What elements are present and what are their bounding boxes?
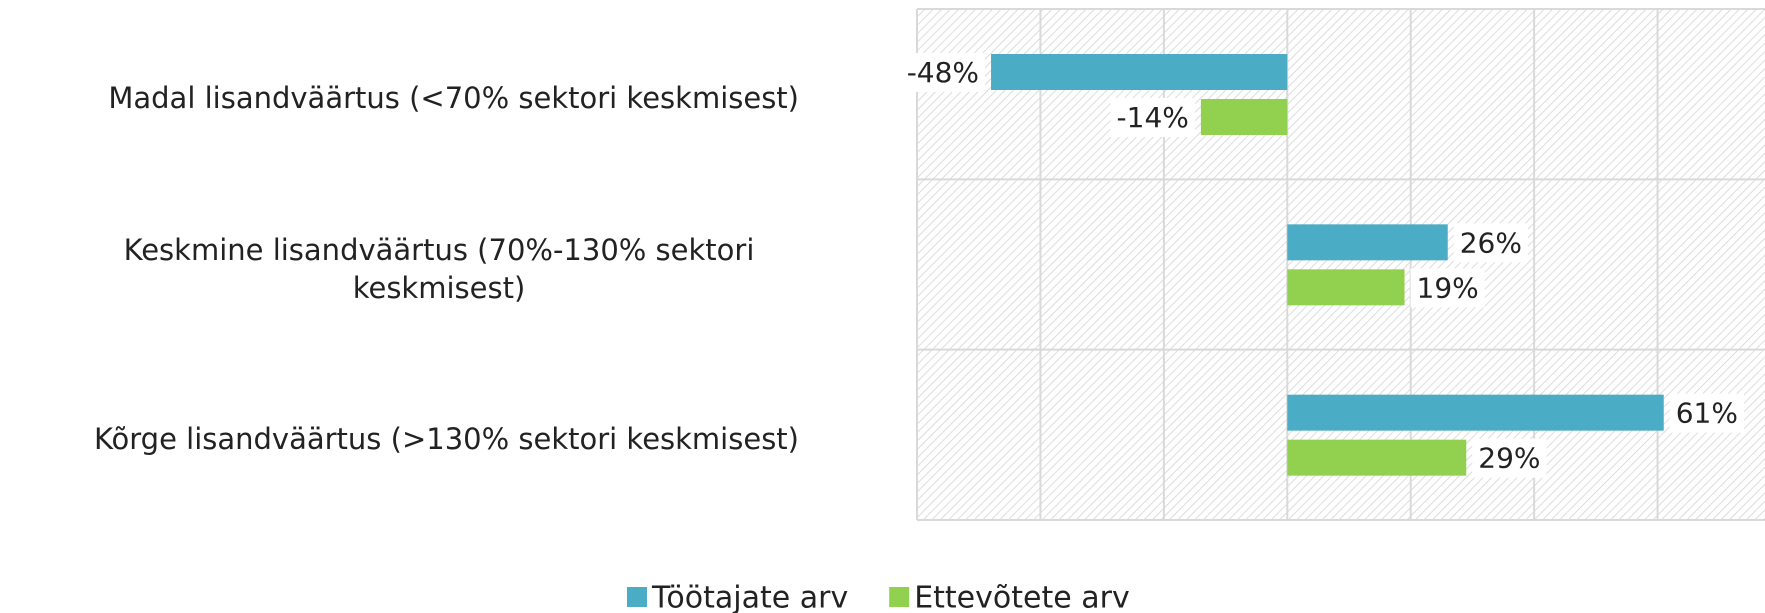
value-label: 29% (1478, 442, 1540, 475)
value-label: -48% (907, 56, 979, 89)
value-label-bg (1472, 438, 1547, 478)
category-text: Kõrge lisandväärtus (>130% sektori keskm… (93, 421, 799, 456)
legend-label: Ettevõtete arv (914, 581, 1130, 613)
value-label: 61% (1676, 397, 1738, 430)
bar (991, 54, 1288, 90)
value-label: 19% (1417, 271, 1479, 304)
category-label: Kõrge lisandväärtus (>130% sektori keskm… (0, 420, 799, 458)
legend-swatch (627, 587, 647, 607)
legend-label: Töötajate arv (651, 581, 848, 613)
value-label-bg (1110, 98, 1195, 137)
value-label-bg (900, 53, 986, 92)
bar (1200, 99, 1288, 135)
bar (1287, 224, 1448, 261)
category-label: Keskmine lisandväärtus (70%-130% sektori… (0, 231, 799, 307)
value-label-bg (1669, 393, 1744, 433)
bar (1287, 269, 1405, 306)
value-label: 26% (1460, 226, 1522, 259)
category-text: Madal lisandväärtus (<70% sektori keskmi… (108, 81, 799, 116)
value-label-bg (1453, 223, 1528, 263)
legend-swatch (889, 587, 910, 607)
value-label-bg (1410, 268, 1485, 308)
plot-background (917, 9, 1765, 520)
category-label: Madal lisandväärtus (<70% sektori keskmi… (0, 79, 799, 117)
value-label: -14% (1117, 101, 1189, 134)
bar (1287, 439, 1467, 476)
category-text: Keskmine lisandväärtus (70%-130% sektori… (123, 232, 755, 305)
bar (1287, 394, 1664, 431)
